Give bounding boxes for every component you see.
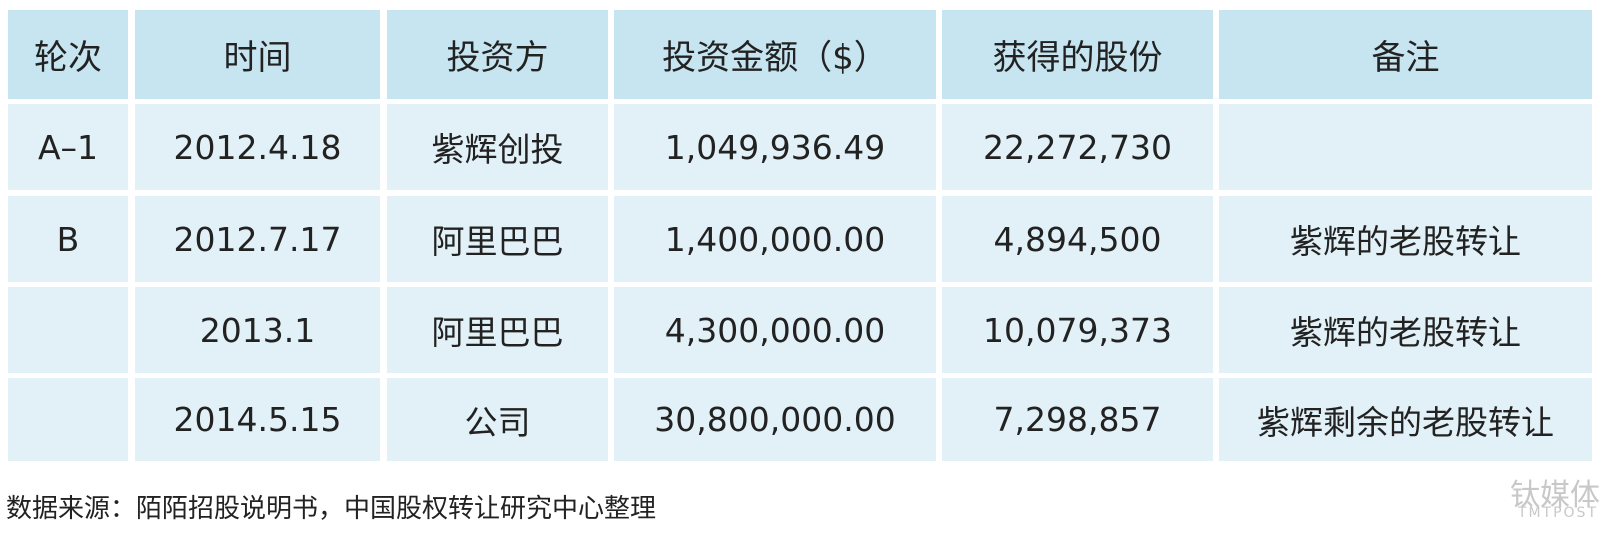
table-cell: 公司 [387,378,608,461]
table-cell: 10,079,373 [942,287,1213,373]
table-cell: 紫辉的老股转让 [1219,287,1592,373]
header-cell: 获得的股份 [942,10,1213,99]
header-cell: 时间 [135,10,380,99]
table-cell [1219,104,1592,190]
table-cell: 4,894,500 [942,196,1213,282]
table-cell [8,378,128,461]
table-cell: 2013.1 [135,287,380,373]
header-cell: 轮次 [8,10,128,99]
table-cell: B [8,196,128,282]
source-note: 数据来源：陌陌招股说明书，中国股权转让研究中心整理 [6,494,657,524]
table-cell: 阿里巴巴 [387,287,608,373]
header-cell: 投资金额（$） [614,10,936,99]
header-cell: 投资方 [387,10,608,99]
table-cell [8,287,128,373]
table-cell: 1,400,000.00 [614,196,936,282]
table-cell: 紫辉的老股转让 [1219,196,1592,282]
table-cell: 4,300,000.00 [614,287,936,373]
table-cell: 阿里巴巴 [387,196,608,282]
watermark: 钛媒体 [1510,478,1600,513]
table-cell: 7,298,857 [942,378,1213,461]
watermark-latin: TMTPOST [1517,505,1598,521]
table-cell: 2012.7.17 [135,196,380,282]
table-cell: A–1 [8,104,128,190]
table-cell: 紫辉创投 [387,104,608,190]
table-cell: 1,049,936.49 [614,104,936,190]
table-cell: 30,800,000.00 [614,378,936,461]
table-cell: 22,272,730 [942,104,1213,190]
table-cell: 紫辉剩余的老股转让 [1219,378,1592,461]
table-cell: 2012.4.18 [135,104,380,190]
header-cell: 备注 [1219,10,1592,99]
table-cell: 2014.5.15 [135,378,380,461]
